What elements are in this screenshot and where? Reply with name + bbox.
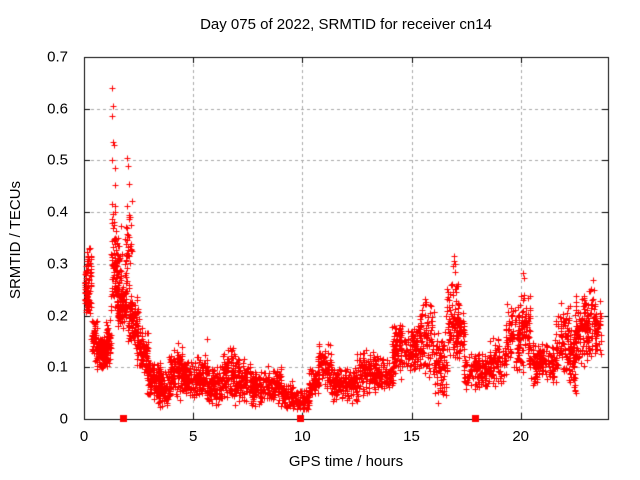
y-tick-label: 0.7 (47, 48, 68, 66)
y-tick-label: 0.1 (47, 358, 68, 376)
x-tick-label: 15 (403, 428, 420, 445)
y-tick-label: 0 (59, 410, 68, 428)
x-tick-label: 10 (293, 428, 311, 445)
x-tick-label: 5 (188, 428, 198, 445)
y-tick-label: 0.4 (47, 203, 68, 221)
x-axis-label: GPS time / hours (288, 453, 404, 470)
x-tick-label: 0 (79, 428, 89, 445)
y-axis-label: SRMTID / TECUs (7, 180, 24, 300)
y-tick-label: 0.5 (47, 151, 68, 169)
chart-title: Day 075 of 2022, SRMTID for receiver cn1… (200, 16, 492, 33)
y-tick-label: 0.3 (47, 255, 68, 273)
x-tick-label: 20 (512, 428, 529, 445)
y-tick-label: 0.2 (47, 307, 68, 325)
y-tick-label: 0.6 (47, 100, 68, 118)
